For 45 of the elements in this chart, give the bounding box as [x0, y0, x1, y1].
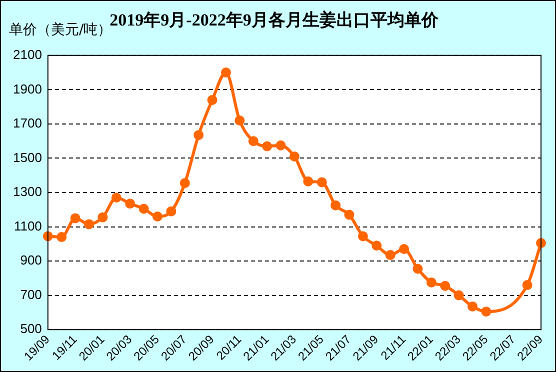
point	[98, 212, 108, 222]
point	[152, 211, 162, 222]
point	[316, 177, 327, 188]
point	[194, 130, 204, 140]
y-tick-label: 500	[20, 321, 42, 336]
y-tick-label: 700	[20, 286, 42, 302]
point	[180, 178, 190, 188]
y-tick-label: 1300	[13, 184, 42, 200]
point	[70, 213, 80, 224]
point	[454, 290, 464, 300]
point	[138, 204, 149, 214]
point	[262, 141, 272, 152]
point	[399, 244, 410, 254]
point	[440, 280, 450, 291]
point	[426, 277, 436, 288]
y-tick-label: 900	[20, 252, 42, 268]
point	[166, 206, 176, 216]
point	[220, 68, 231, 78]
y-tick-label: 2100	[13, 46, 42, 62]
point	[481, 306, 492, 317]
y-tick-label: 1500	[13, 150, 42, 165]
point	[276, 140, 286, 150]
point	[344, 210, 354, 220]
point	[536, 238, 546, 248]
point	[303, 176, 314, 186]
y-tick-label: 1700	[13, 116, 42, 131]
point	[468, 301, 478, 312]
y-tick-label: 1900	[13, 81, 42, 96]
point	[234, 116, 245, 126]
point	[84, 219, 94, 230]
point	[358, 231, 368, 242]
point	[372, 240, 382, 251]
point	[248, 136, 258, 146]
y-tick-label: 1100	[14, 218, 42, 234]
point	[330, 200, 341, 210]
point	[111, 192, 122, 203]
point	[412, 264, 423, 274]
point	[125, 198, 136, 209]
point	[56, 232, 67, 242]
point	[522, 280, 532, 290]
point	[207, 94, 218, 105]
point	[385, 250, 396, 260]
point	[289, 152, 300, 162]
point	[42, 231, 53, 242]
chart-title: 2019年9月-2022年9月各月生姜出口平均单价	[110, 10, 440, 30]
